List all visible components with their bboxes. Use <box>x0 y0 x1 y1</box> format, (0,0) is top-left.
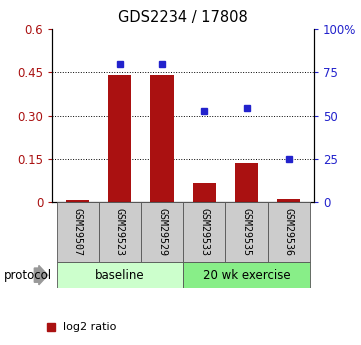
Text: GSM29507: GSM29507 <box>73 208 83 256</box>
Bar <box>66 200 89 202</box>
Bar <box>268 202 310 262</box>
Text: GSM29529: GSM29529 <box>157 208 167 256</box>
Bar <box>99 202 141 262</box>
Bar <box>57 202 99 262</box>
FancyArrow shape <box>34 265 48 285</box>
Bar <box>57 262 183 288</box>
Text: protocol: protocol <box>4 269 52 282</box>
Bar <box>141 202 183 262</box>
Text: GSM29536: GSM29536 <box>284 208 294 256</box>
Text: baseline: baseline <box>95 269 145 282</box>
Bar <box>277 199 300 202</box>
Bar <box>225 202 268 262</box>
Bar <box>193 183 216 202</box>
Text: 20 wk exercise: 20 wk exercise <box>203 269 290 282</box>
Text: GSM29523: GSM29523 <box>115 208 125 256</box>
Title: GDS2234 / 17808: GDS2234 / 17808 <box>118 10 248 26</box>
Bar <box>235 163 258 202</box>
Bar <box>183 262 310 288</box>
Bar <box>108 75 131 202</box>
Text: GSM29535: GSM29535 <box>242 208 252 256</box>
Text: GSM29533: GSM29533 <box>199 208 209 256</box>
Bar <box>151 75 174 202</box>
Bar <box>183 202 225 262</box>
Text: log2 ratio: log2 ratio <box>63 322 117 332</box>
